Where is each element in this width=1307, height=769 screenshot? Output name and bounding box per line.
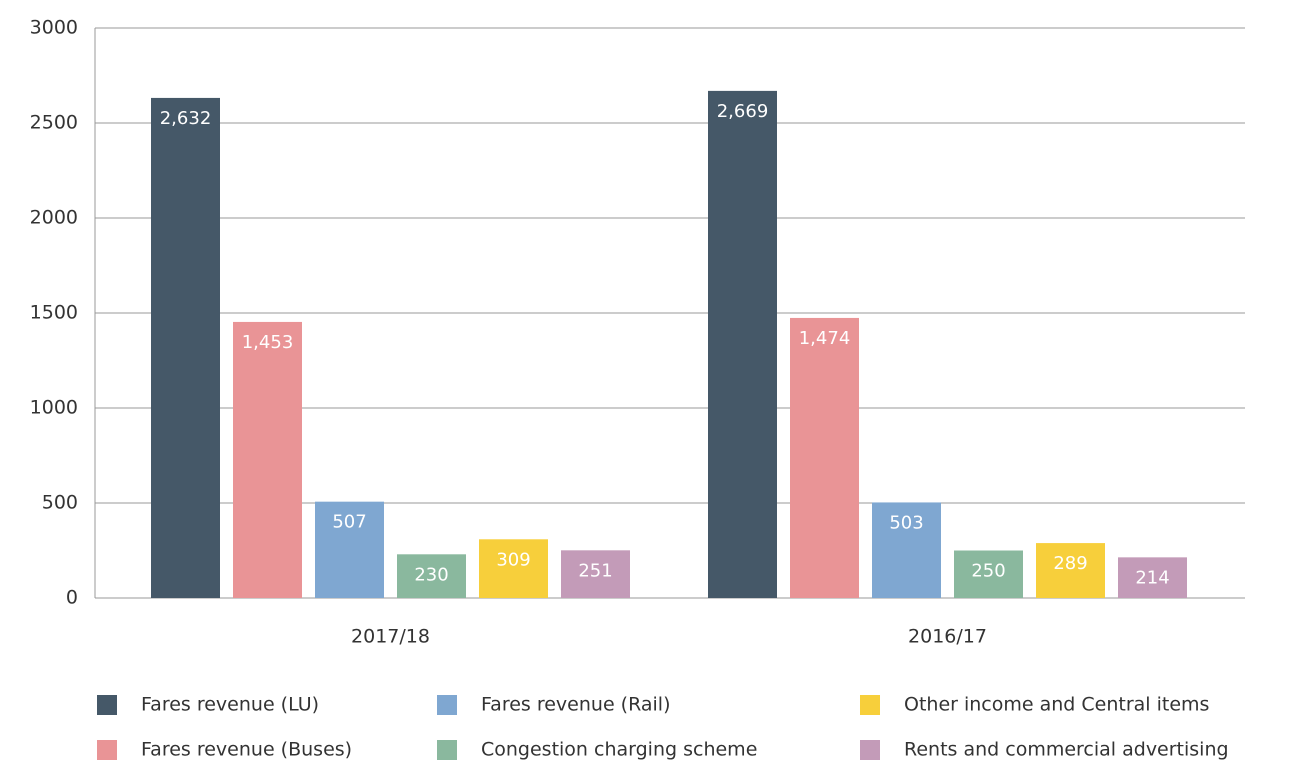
value-label: 309 bbox=[496, 549, 530, 570]
y-tick-label: 1000 bbox=[30, 397, 78, 419]
legend-swatch bbox=[437, 740, 457, 760]
legend-swatch bbox=[860, 740, 880, 760]
legend-label: Congestion charging scheme bbox=[481, 739, 757, 761]
y-tick-label: 3000 bbox=[30, 17, 78, 39]
bar bbox=[561, 550, 630, 598]
bar bbox=[790, 317, 859, 598]
value-label: 250 bbox=[971, 561, 1005, 582]
bar bbox=[397, 554, 466, 598]
bar bbox=[954, 550, 1023, 598]
bar bbox=[233, 321, 302, 598]
value-label: 230 bbox=[414, 564, 448, 585]
legend-label: Fares revenue (LU) bbox=[141, 694, 319, 716]
bar bbox=[315, 501, 384, 598]
legend-swatch bbox=[860, 695, 880, 715]
legend-swatch bbox=[97, 695, 117, 715]
y-tick-label: 2500 bbox=[30, 112, 78, 134]
value-label: 214 bbox=[1135, 567, 1169, 588]
value-label: 251 bbox=[578, 560, 612, 581]
y-tick-label: 500 bbox=[42, 492, 78, 514]
legend-label: Fares revenue (Rail) bbox=[481, 694, 671, 716]
legend-swatch bbox=[97, 740, 117, 760]
legend-label: Rents and commercial advertising bbox=[904, 739, 1229, 761]
legend-label: Fares revenue (Buses) bbox=[141, 739, 352, 761]
value-label: 2,632 bbox=[160, 108, 212, 129]
value-label: 507 bbox=[332, 512, 366, 533]
value-label: 1,453 bbox=[242, 332, 294, 353]
bar bbox=[151, 97, 220, 599]
bar bbox=[708, 90, 777, 598]
bar bbox=[1118, 557, 1187, 598]
x-tick-label: 2017/18 bbox=[351, 626, 430, 648]
value-label: 503 bbox=[889, 512, 923, 533]
y-tick-label: 0 bbox=[66, 587, 78, 609]
y-tick-label: 2000 bbox=[30, 207, 78, 229]
bar bbox=[1036, 543, 1105, 598]
bar bbox=[872, 502, 941, 598]
legend-label: Other income and Central items bbox=[904, 694, 1209, 716]
legend-swatch bbox=[437, 695, 457, 715]
x-tick-label: 2016/17 bbox=[908, 626, 987, 648]
value-label: 2,669 bbox=[717, 101, 769, 122]
value-label: 289 bbox=[1053, 553, 1087, 574]
bar bbox=[479, 539, 548, 598]
value-label: 1,474 bbox=[799, 328, 851, 349]
y-tick-label: 1500 bbox=[30, 302, 78, 324]
